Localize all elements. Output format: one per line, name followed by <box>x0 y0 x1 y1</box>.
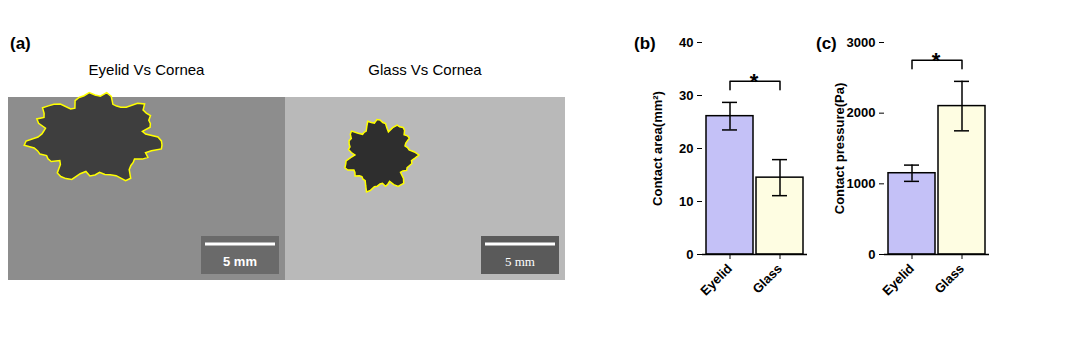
svg-text:0: 0 <box>868 247 875 262</box>
svg-text:10: 10 <box>679 194 693 209</box>
svg-text:*: * <box>750 69 759 94</box>
svg-text:40: 40 <box>679 35 693 50</box>
svg-text:Contact area(mm²): Contact area(mm²) <box>650 91 665 206</box>
svg-text:*: * <box>932 48 941 73</box>
svg-text:2000: 2000 <box>847 105 876 120</box>
svg-text:20: 20 <box>679 141 693 156</box>
svg-text:5 mm: 5 mm <box>223 254 257 269</box>
svg-text:1000: 1000 <box>847 176 876 191</box>
svg-text:Glass Vs Cornea: Glass Vs Cornea <box>368 61 482 78</box>
svg-text:Glass: Glass <box>749 261 785 297</box>
svg-text:3000: 3000 <box>847 35 876 50</box>
svg-text:5 mm: 5 mm <box>505 254 535 269</box>
svg-text:Eyelid: Eyelid <box>697 261 735 299</box>
svg-text:Glass: Glass <box>931 261 967 297</box>
svg-text:Contact pressure(Pa): Contact pressure(Pa) <box>832 83 847 214</box>
svg-text:0: 0 <box>686 247 693 262</box>
svg-text:30: 30 <box>679 88 693 103</box>
svg-text:Eyelid Vs Cornea: Eyelid Vs Cornea <box>89 61 206 78</box>
html-text:(c): (c) <box>816 34 837 53</box>
html-text:(b): (b) <box>634 34 656 53</box>
html-text:(a): (a) <box>10 34 31 53</box>
svg-text:Eyelid: Eyelid <box>879 261 917 299</box>
